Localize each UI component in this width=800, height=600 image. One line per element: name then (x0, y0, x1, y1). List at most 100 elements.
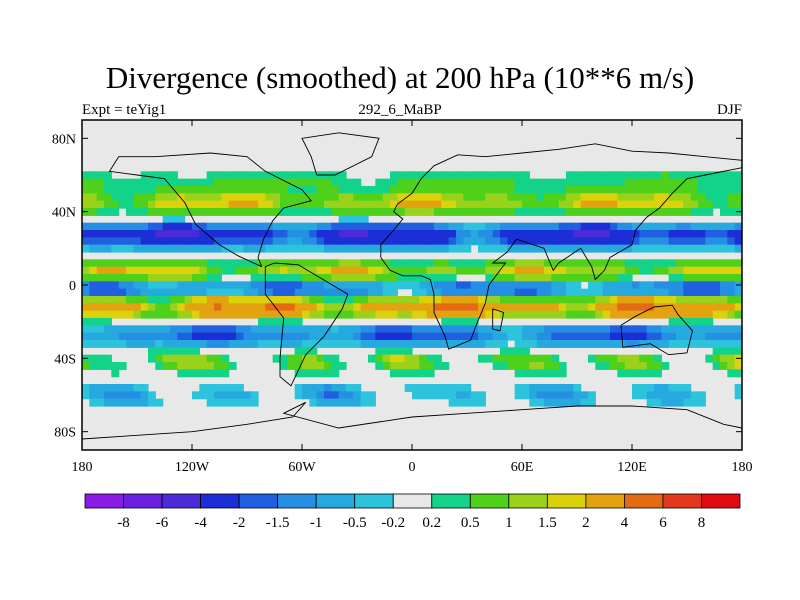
field-cell (368, 288, 376, 297)
field-cell (162, 325, 171, 334)
field-cell (624, 340, 633, 348)
field-cell (133, 281, 142, 290)
field-cell (727, 303, 736, 312)
field-cell (426, 310, 435, 319)
field-cell (588, 288, 596, 297)
field-cell (199, 310, 208, 319)
field-cell (331, 310, 340, 319)
field-cell (338, 178, 347, 187)
field-cell (668, 171, 677, 180)
field-cell (698, 325, 706, 334)
field-cell (272, 288, 281, 297)
field-cell (522, 178, 530, 187)
colorbar-label: -6 (156, 515, 169, 531)
field-cell (404, 266, 413, 275)
field-cell (588, 230, 596, 238)
field-cell (221, 237, 230, 246)
field-cell (448, 266, 457, 275)
field-cell (668, 266, 677, 275)
field-cell (712, 288, 721, 297)
field-cell (346, 222, 354, 231)
field-cell (683, 340, 692, 348)
field-cell (236, 325, 244, 334)
field-cell (272, 274, 281, 282)
field-cell (331, 303, 340, 312)
field-cell (82, 259, 90, 268)
field-cell (573, 230, 582, 238)
field-cell (492, 244, 501, 253)
field-cell (705, 222, 714, 231)
field-cell (551, 362, 560, 370)
field-cell (683, 244, 692, 253)
field-cell (566, 296, 574, 304)
field-cell (382, 266, 391, 275)
field-cell (588, 186, 596, 194)
field-cell (676, 391, 684, 400)
field-cell (214, 193, 222, 202)
field-cell (456, 171, 464, 180)
field-cell (82, 230, 90, 238)
field-cell (140, 281, 149, 290)
field-cell (690, 208, 699, 216)
field-cell (353, 266, 362, 275)
field-cell (287, 237, 296, 246)
field-cell (544, 178, 552, 187)
field-cell (573, 208, 582, 216)
field-cell (96, 274, 105, 282)
field-cell (404, 281, 413, 290)
field-cell (221, 171, 230, 180)
field-cell (441, 281, 450, 290)
field-cell (610, 310, 618, 319)
field-cell (470, 186, 479, 194)
field-cell (184, 266, 193, 275)
field-cell (324, 178, 332, 187)
field-cell (316, 296, 325, 304)
field-cell (434, 296, 442, 304)
field-cell (668, 340, 677, 348)
field-cell (243, 244, 252, 253)
field-cell (199, 296, 208, 304)
field-cell (287, 230, 296, 238)
field-cell (434, 362, 442, 370)
field-cell (133, 259, 142, 268)
field-cell (302, 369, 310, 378)
field-cell (507, 332, 516, 341)
field-cell (294, 325, 303, 334)
field-cell (206, 310, 215, 319)
field-cell (382, 237, 391, 246)
field-cell (463, 244, 472, 253)
field-cell (624, 244, 633, 253)
field-cell (470, 259, 479, 268)
field-cell (111, 178, 120, 187)
field-cell (412, 186, 420, 194)
field-cell (705, 244, 714, 253)
field-cell (162, 281, 171, 290)
field-cell (683, 384, 692, 392)
field-cell (302, 288, 310, 297)
field-cell (184, 230, 193, 238)
field-cell (536, 186, 545, 194)
field-cell (617, 222, 626, 231)
field-cell (441, 340, 450, 348)
field-cell (309, 281, 318, 290)
field-cell (478, 340, 486, 348)
field-cell (448, 274, 457, 282)
field-cell (118, 325, 127, 334)
field-cell (96, 237, 105, 246)
field-cell (492, 332, 501, 341)
field-cell (698, 340, 706, 348)
field-cell (654, 230, 662, 238)
field-cell (89, 296, 98, 304)
field-cell (170, 347, 178, 356)
field-cell (632, 193, 640, 202)
field-cell (536, 325, 545, 334)
field-cell (155, 244, 164, 253)
field-cell (573, 398, 582, 407)
field-cell (668, 244, 677, 253)
field-cell (331, 230, 340, 238)
field-cell (456, 244, 464, 253)
field-cell (397, 186, 406, 194)
field-cell (368, 200, 376, 209)
field-cell (162, 296, 171, 304)
field-cell (580, 186, 589, 194)
